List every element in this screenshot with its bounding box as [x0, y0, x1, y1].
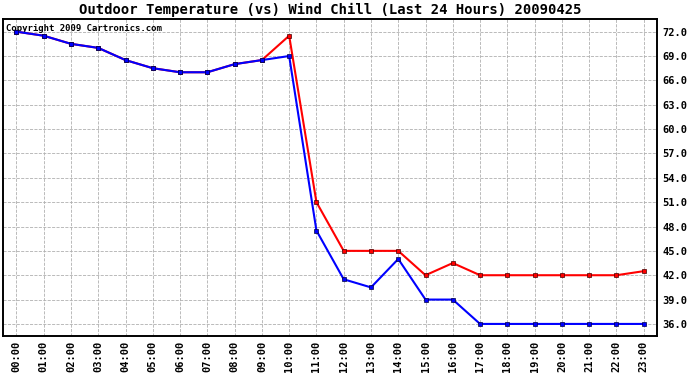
Title: Outdoor Temperature (vs) Wind Chill (Last 24 Hours) 20090425: Outdoor Temperature (vs) Wind Chill (Las… — [79, 3, 581, 17]
Text: Copyright 2009 Cartronics.com: Copyright 2009 Cartronics.com — [6, 24, 162, 33]
